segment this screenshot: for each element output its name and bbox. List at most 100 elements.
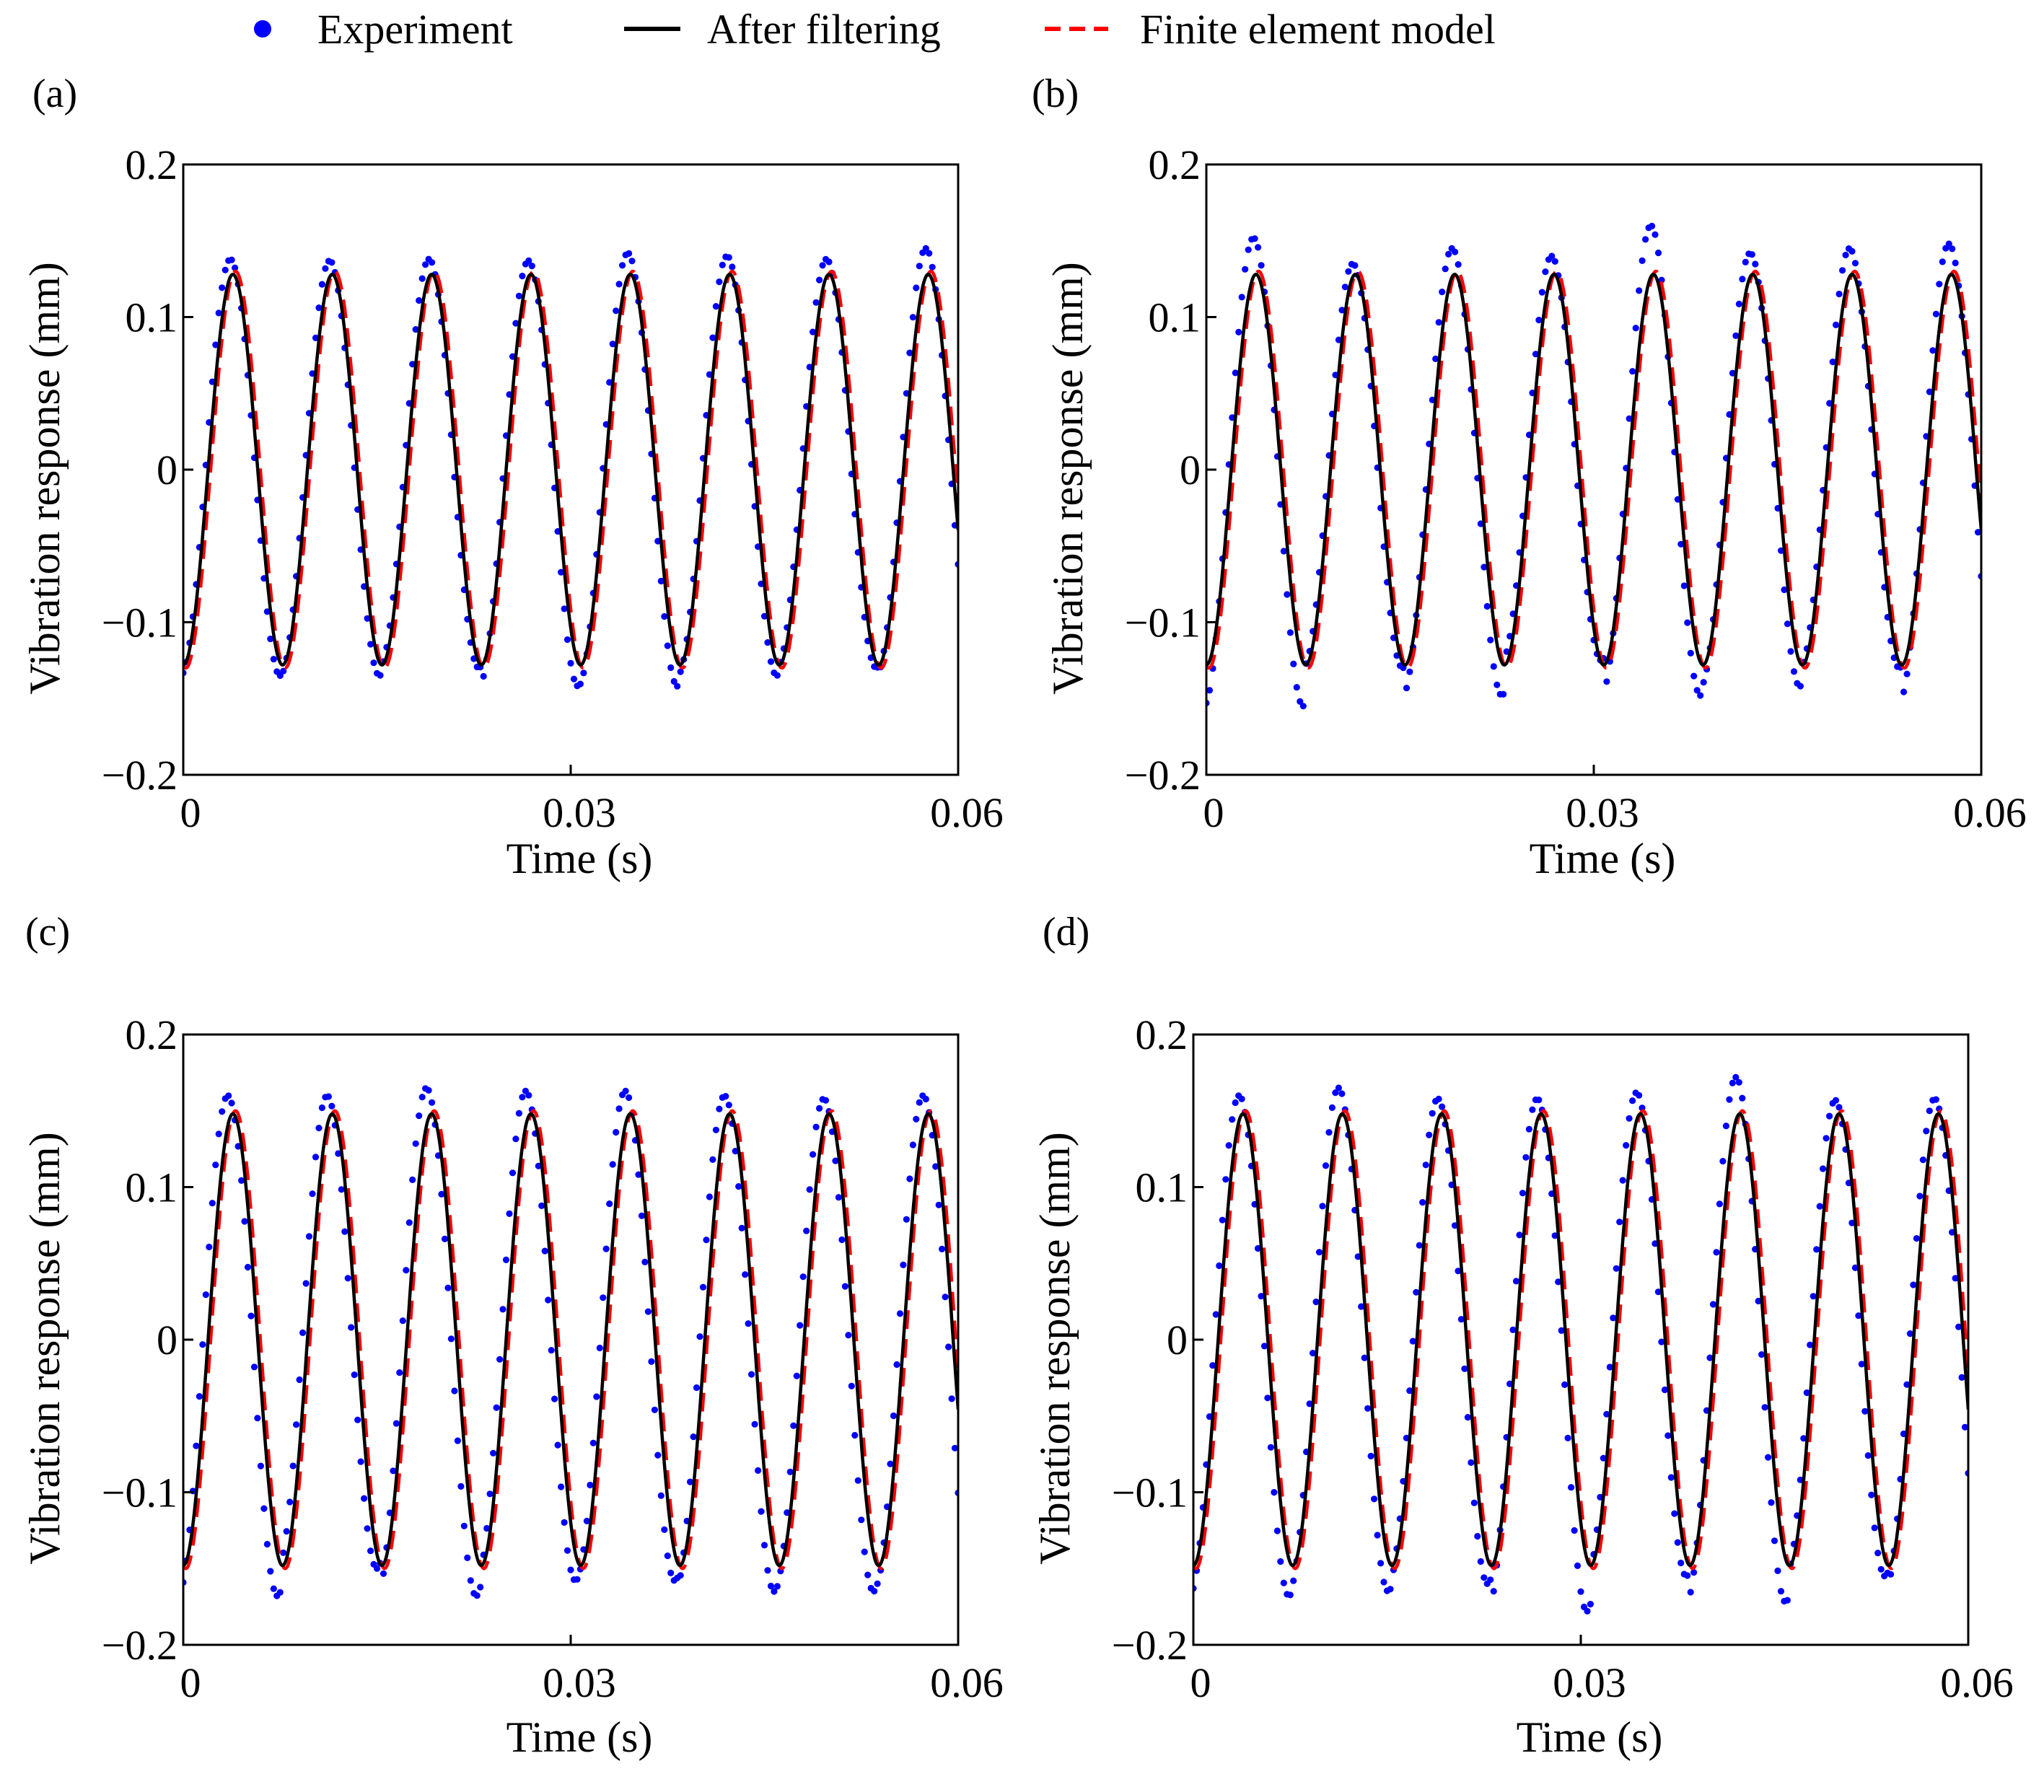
experiment-point bbox=[1232, 1099, 1239, 1107]
experiment-point bbox=[1419, 1199, 1426, 1206]
experiment-point bbox=[641, 1258, 649, 1265]
experiment-point bbox=[845, 1332, 852, 1339]
experiment-point bbox=[238, 1177, 245, 1184]
experiment-point bbox=[1823, 1135, 1830, 1142]
experiment-point bbox=[1280, 548, 1287, 555]
experiment-point bbox=[558, 1483, 565, 1490]
experiment-point bbox=[451, 1387, 458, 1394]
experiment-point bbox=[1758, 1351, 1766, 1358]
experiment-point bbox=[626, 1094, 633, 1102]
experiment-point bbox=[1219, 1216, 1226, 1224]
plot-frame bbox=[1205, 163, 1983, 776]
experiment-point bbox=[499, 1306, 506, 1313]
experiment-point bbox=[690, 1433, 697, 1441]
experiment-point bbox=[816, 1104, 823, 1112]
experiment-point bbox=[1538, 289, 1545, 296]
experiment-point bbox=[841, 1283, 848, 1290]
experiment-point bbox=[1600, 1454, 1607, 1462]
series-after-filtering bbox=[183, 1112, 958, 1568]
experiment-point bbox=[457, 1483, 465, 1490]
experiment-point bbox=[296, 1376, 303, 1384]
experiment-point bbox=[1483, 602, 1491, 610]
experiment-point bbox=[199, 1341, 206, 1348]
y-tick-label: −0.2 bbox=[1112, 1622, 1188, 1669]
experiment-point bbox=[942, 1294, 949, 1301]
experiment-point bbox=[1584, 1607, 1591, 1615]
experiment-point bbox=[1571, 1527, 1578, 1534]
experiment-point bbox=[1322, 1162, 1330, 1169]
experiment-point bbox=[1784, 1596, 1791, 1604]
experiment-point bbox=[1926, 388, 1933, 395]
experiment-point bbox=[619, 262, 626, 269]
experiment-point bbox=[1654, 1288, 1662, 1296]
experiment-point bbox=[1739, 1094, 1746, 1102]
experiment-point bbox=[1238, 1095, 1245, 1102]
experiment-point bbox=[396, 1369, 403, 1376]
experiment-point bbox=[1765, 1454, 1772, 1461]
experiment-point bbox=[661, 612, 668, 620]
plot-frame bbox=[182, 163, 960, 776]
experiment-point bbox=[1277, 1558, 1284, 1565]
experiment-point bbox=[1842, 251, 1849, 259]
experiment-point bbox=[1568, 1484, 1575, 1491]
experiment-point bbox=[193, 1442, 200, 1449]
experiment-point bbox=[496, 1356, 504, 1363]
experiment-point bbox=[558, 568, 565, 576]
experiment-point bbox=[1626, 415, 1633, 422]
experiment-point bbox=[922, 245, 929, 252]
experiment-point bbox=[509, 1169, 517, 1177]
experiment-point bbox=[567, 659, 574, 667]
experiment-point bbox=[1367, 1452, 1374, 1459]
experiment-point bbox=[654, 1451, 662, 1459]
experiment-point bbox=[1735, 300, 1742, 307]
experiment-point bbox=[913, 284, 920, 291]
experiment-point bbox=[418, 1094, 426, 1101]
experiment-point bbox=[570, 675, 578, 682]
experiment-point bbox=[196, 1393, 203, 1400]
experiment-point bbox=[1426, 1131, 1433, 1138]
experiment-point bbox=[1574, 1562, 1582, 1569]
experiment-point bbox=[1455, 1268, 1462, 1275]
experiment-point bbox=[1338, 1090, 1346, 1097]
y-tick-label: −0.2 bbox=[1125, 752, 1201, 799]
experiment-point bbox=[364, 1525, 371, 1532]
experiment-point bbox=[1661, 1386, 1668, 1394]
experiment-point bbox=[1729, 369, 1736, 377]
experiment-point bbox=[667, 1569, 675, 1576]
experiment-point bbox=[1719, 1158, 1727, 1165]
y-axis-label: Vibration response (mm) bbox=[21, 1132, 69, 1565]
experiment-point bbox=[848, 1382, 855, 1389]
experiment-point bbox=[1732, 332, 1740, 339]
experiment-point bbox=[1532, 351, 1540, 358]
experiment-point bbox=[1315, 1249, 1323, 1256]
experiment-point bbox=[1654, 249, 1662, 257]
experiment-point bbox=[819, 262, 826, 269]
experiment-point bbox=[913, 1115, 920, 1123]
experiment-point bbox=[951, 1444, 958, 1451]
experiment-point bbox=[916, 263, 923, 270]
experiment-point bbox=[1748, 251, 1755, 258]
x-tick-label: 0 bbox=[1203, 789, 1224, 836]
experiment-point bbox=[1577, 1588, 1584, 1595]
experiment-point bbox=[589, 1439, 597, 1446]
experiment-point bbox=[361, 1495, 368, 1502]
experiment-point bbox=[909, 1141, 916, 1148]
experiment-point bbox=[786, 1468, 794, 1475]
y-tick-label: 0.2 bbox=[1136, 1011, 1188, 1058]
experiment-point bbox=[1222, 1176, 1229, 1183]
experiment-point bbox=[1258, 1293, 1265, 1300]
experiment-point bbox=[267, 1568, 274, 1575]
experiment-point bbox=[1713, 1249, 1720, 1256]
experiment-point bbox=[367, 641, 374, 648]
panel-label: (a) bbox=[32, 71, 77, 116]
experiment-point bbox=[1299, 703, 1307, 710]
experiment-point bbox=[725, 1102, 732, 1109]
experiment-point bbox=[1286, 629, 1294, 636]
experiment-point bbox=[1658, 276, 1665, 284]
experiment-point bbox=[1700, 679, 1707, 686]
experiment-point bbox=[764, 639, 771, 646]
x-axis-label: Time (s) bbox=[1517, 1713, 1663, 1761]
experiment-point bbox=[1632, 325, 1639, 332]
experiment-point bbox=[735, 1183, 742, 1190]
experiment-point bbox=[1319, 1203, 1326, 1210]
